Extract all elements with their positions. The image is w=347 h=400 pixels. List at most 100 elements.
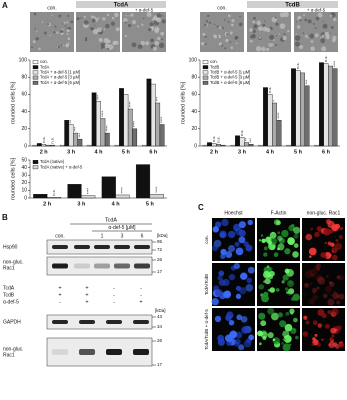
cell-signal xyxy=(223,290,232,299)
row-label: GAPDH xyxy=(3,319,21,325)
cell-texture xyxy=(294,41,300,47)
cell-texture xyxy=(262,23,266,27)
significance-label: *** xyxy=(248,138,253,143)
image-label: con. xyxy=(217,5,226,11)
cell-signal xyxy=(322,293,328,299)
cell-signal xyxy=(277,312,283,318)
cell-signal xyxy=(238,344,245,351)
cell-texture xyxy=(205,43,207,46)
cell-signal xyxy=(276,220,281,226)
cell-signal xyxy=(327,241,332,246)
x-tick-label: 4 h xyxy=(266,149,275,155)
legend-swatch xyxy=(202,70,209,75)
bar xyxy=(248,144,254,147)
condition-sign: + xyxy=(85,299,88,305)
cell-signal xyxy=(329,280,332,284)
cell-signal xyxy=(330,327,337,334)
cell-texture xyxy=(207,14,210,18)
bar xyxy=(64,119,70,147)
cell-signal xyxy=(258,239,262,242)
bar xyxy=(104,132,110,147)
cell-texture xyxy=(302,32,305,34)
lane-label: 3 xyxy=(121,233,124,239)
cell-texture xyxy=(96,27,102,33)
cell-texture xyxy=(65,43,70,47)
cell-texture xyxy=(259,36,262,39)
cell-texture xyxy=(104,43,110,49)
cell-signal xyxy=(263,246,268,251)
cell-texture xyxy=(158,42,165,49)
legend-label: con. xyxy=(210,59,218,64)
cell-signal xyxy=(282,274,289,281)
cell-signal xyxy=(334,328,338,332)
cell-texture xyxy=(131,42,137,48)
cell-texture xyxy=(67,14,70,18)
cell-signal xyxy=(277,231,281,235)
unit-label: [kDa] xyxy=(155,308,166,313)
band xyxy=(52,320,68,324)
group-label: TcdA xyxy=(114,2,129,8)
cell-texture xyxy=(105,23,110,29)
cell-texture xyxy=(56,31,59,34)
cell-texture xyxy=(230,31,233,34)
y-tick-label: 100 xyxy=(19,57,28,63)
cell-signal xyxy=(267,265,270,268)
condition-sign: - xyxy=(140,292,142,298)
cell-signal xyxy=(284,287,289,291)
cell-texture xyxy=(103,28,106,31)
significance-label: ** xyxy=(68,119,73,123)
cell-texture xyxy=(83,15,87,19)
cell-texture xyxy=(32,40,36,44)
cell-texture xyxy=(265,47,270,52)
cell-texture xyxy=(261,46,266,52)
cell-texture xyxy=(63,44,65,47)
lane-label: 6 xyxy=(141,233,144,239)
panel-label: A xyxy=(2,1,8,10)
row-label: non-gluc. xyxy=(3,346,24,352)
cell-signal xyxy=(309,268,317,277)
cell-signal xyxy=(275,288,280,292)
cell-texture xyxy=(272,39,275,41)
bar xyxy=(81,195,96,199)
y-tick-label: 10 xyxy=(21,188,27,194)
cell-texture xyxy=(252,29,256,33)
bar xyxy=(295,70,301,147)
cell-signal xyxy=(260,320,267,327)
band xyxy=(106,320,122,324)
bar xyxy=(132,128,138,147)
significance-label: **** xyxy=(159,116,164,123)
cell-signal xyxy=(258,342,262,346)
cell-texture xyxy=(204,23,207,27)
cell-texture xyxy=(312,22,315,25)
bar xyxy=(77,138,83,147)
bar xyxy=(59,144,65,147)
cell-signal xyxy=(321,313,327,319)
cell-signal xyxy=(338,274,344,281)
cell-signal xyxy=(327,298,335,306)
significance-label: n.s. xyxy=(51,189,56,195)
cell-texture xyxy=(208,21,212,24)
cell-signal xyxy=(233,262,240,270)
cell-signal xyxy=(267,240,273,245)
cell-signal xyxy=(246,277,253,284)
cell-signal xyxy=(215,289,223,297)
cell-signal xyxy=(279,320,287,328)
cell-texture xyxy=(304,18,308,22)
cell-signal xyxy=(336,275,341,280)
cell-texture xyxy=(145,41,150,46)
cell-signal xyxy=(316,267,320,271)
bar xyxy=(114,144,120,147)
row-label: TcdA/TcdB xyxy=(204,274,209,295)
cell-texture xyxy=(329,14,333,18)
cell-signal xyxy=(305,320,310,325)
bar xyxy=(286,144,292,147)
cell-signal xyxy=(245,283,254,292)
x-tick-label: 2 h xyxy=(210,149,219,155)
cell-texture xyxy=(295,33,298,35)
condition-sign: + xyxy=(85,292,88,298)
cell-signal xyxy=(270,237,278,245)
cell-texture xyxy=(160,31,165,36)
band xyxy=(134,245,150,249)
cell-signal xyxy=(240,315,248,323)
